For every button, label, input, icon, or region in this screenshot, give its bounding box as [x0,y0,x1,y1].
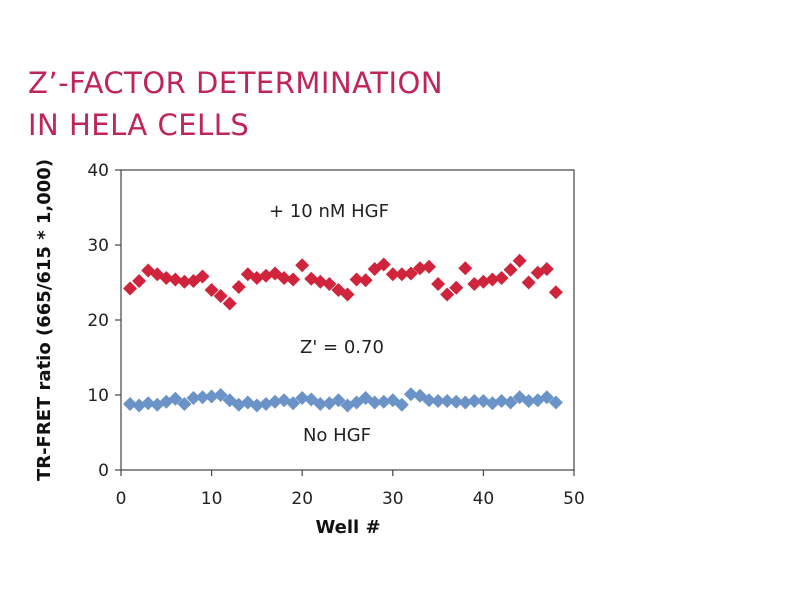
data-point [204,389,219,404]
data-point [249,398,264,413]
data-point [485,272,500,287]
data-point [132,274,147,288]
data-point [123,397,138,411]
data-point [277,271,292,285]
data-point [177,397,192,411]
x-tick-label: 40 [473,489,495,509]
data-point [159,271,174,285]
x-tick-label: 50 [563,489,585,509]
data-point [422,259,437,274]
data-point [295,391,310,405]
data-point [403,387,418,402]
data-point [286,396,301,411]
data-point [512,253,527,268]
y-tick-label: 10 [87,386,109,406]
title-line-2: IN HELA CELLS [28,108,250,142]
data-point [177,274,192,289]
data-point [268,394,283,409]
data-point [195,269,210,284]
data-point [431,394,446,408]
x-tick-label: 10 [201,489,223,509]
data-point [123,281,138,296]
y-tick-label: 40 [87,161,109,181]
data-point [458,261,473,276]
chart-title: Z’-FACTOR DETERMINATION IN HELA CELLS [28,62,443,146]
annotation-no-hgf: No HGF [303,425,371,446]
y-tick-label: 20 [87,311,109,331]
data-point [195,390,210,405]
data-point [367,395,382,410]
data-point [340,287,355,302]
data-point [458,395,473,410]
data-point [403,266,418,281]
data-point [494,394,509,408]
data-point [412,261,427,276]
data-point [213,388,228,402]
data-point [376,394,391,409]
data-point [548,285,563,300]
data-point [503,395,518,410]
data-point [358,273,373,288]
y-tick-label: 0 [98,461,109,481]
data-point [141,396,156,411]
data-point [204,283,219,297]
data-point [539,390,554,405]
series-no-hgf [123,387,563,413]
data-point [467,394,482,408]
x-tick-label: 0 [116,489,127,509]
data-point [331,393,346,408]
data-point [385,267,400,282]
data-point [186,391,201,405]
annotation-hgf: + 10 nM HGF [269,201,389,222]
data-point [449,394,464,409]
y-axis-label: TR-FRET ratio (665/615 * 1,000) [34,159,55,481]
data-point [231,280,246,294]
x-axis-label: Well # [315,517,380,538]
data-point [168,391,183,406]
data-point [376,257,391,272]
series-hgf [123,253,563,311]
data-point [394,267,409,282]
data-point [322,277,337,291]
data-point [521,394,536,408]
data-point [440,287,455,302]
data-point [431,277,446,291]
axis-ticks: 0 10 20 30 40 50 0 10 20 30 40 [87,161,584,509]
y-tick-label: 30 [87,236,109,256]
data-point [295,258,310,273]
data-point [286,272,301,287]
title-line-1: Z’-FACTOR DETERMINATION [28,66,444,100]
data-point [422,393,437,408]
data-point [440,394,455,408]
data-point [503,262,518,277]
data-point [394,397,409,412]
data-point [313,397,328,411]
data-point [349,272,364,287]
data-point [548,395,563,410]
data-points [123,253,563,413]
data-point [494,271,509,285]
data-point [449,280,464,295]
data-point [521,275,536,290]
data-point [539,262,554,276]
annotation-zprime: Z' = 0.70 [300,337,384,358]
data-point [213,289,228,303]
x-tick-label: 30 [382,489,404,509]
x-tick-label: 20 [291,489,313,509]
data-point [222,296,237,311]
